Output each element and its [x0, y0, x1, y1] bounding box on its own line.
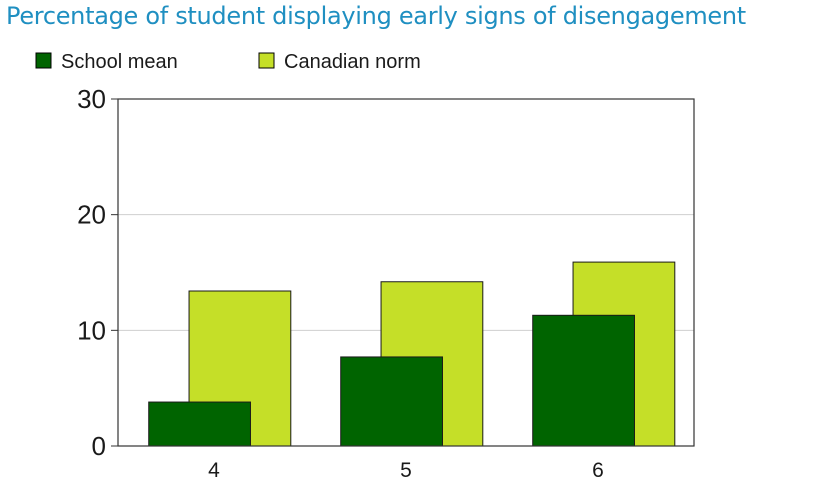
bar-school-mean-5: [340, 356, 443, 447]
x-tick-label: 4: [208, 459, 220, 482]
chart-title: Percentage of student displaying early s…: [6, 2, 746, 30]
bar-school-mean-4: [148, 401, 251, 447]
legend: School mean Canadian norm: [35, 51, 421, 73]
y-tick-label: 30: [77, 84, 106, 114]
bars: [148, 261, 676, 447]
y-tick-label: 0: [92, 431, 106, 461]
legend-label-school-mean: School mean: [61, 51, 178, 73]
y-tick-label: 10: [77, 315, 106, 345]
legend-swatch-canadian-norm: [258, 52, 275, 69]
y-tick-label: 20: [77, 200, 106, 230]
x-axis: 4 5 6: [208, 459, 604, 482]
x-tick-label: 6: [592, 459, 604, 482]
plot-frame: [117, 98, 695, 447]
legend-swatch-school-mean: [35, 52, 52, 69]
x-tick-label: 5: [400, 459, 412, 482]
legend-label-canadian-norm: Canadian norm: [284, 51, 421, 73]
bar-school-mean-6: [532, 314, 635, 447]
y-axis: 0 10 20 30: [77, 84, 118, 461]
